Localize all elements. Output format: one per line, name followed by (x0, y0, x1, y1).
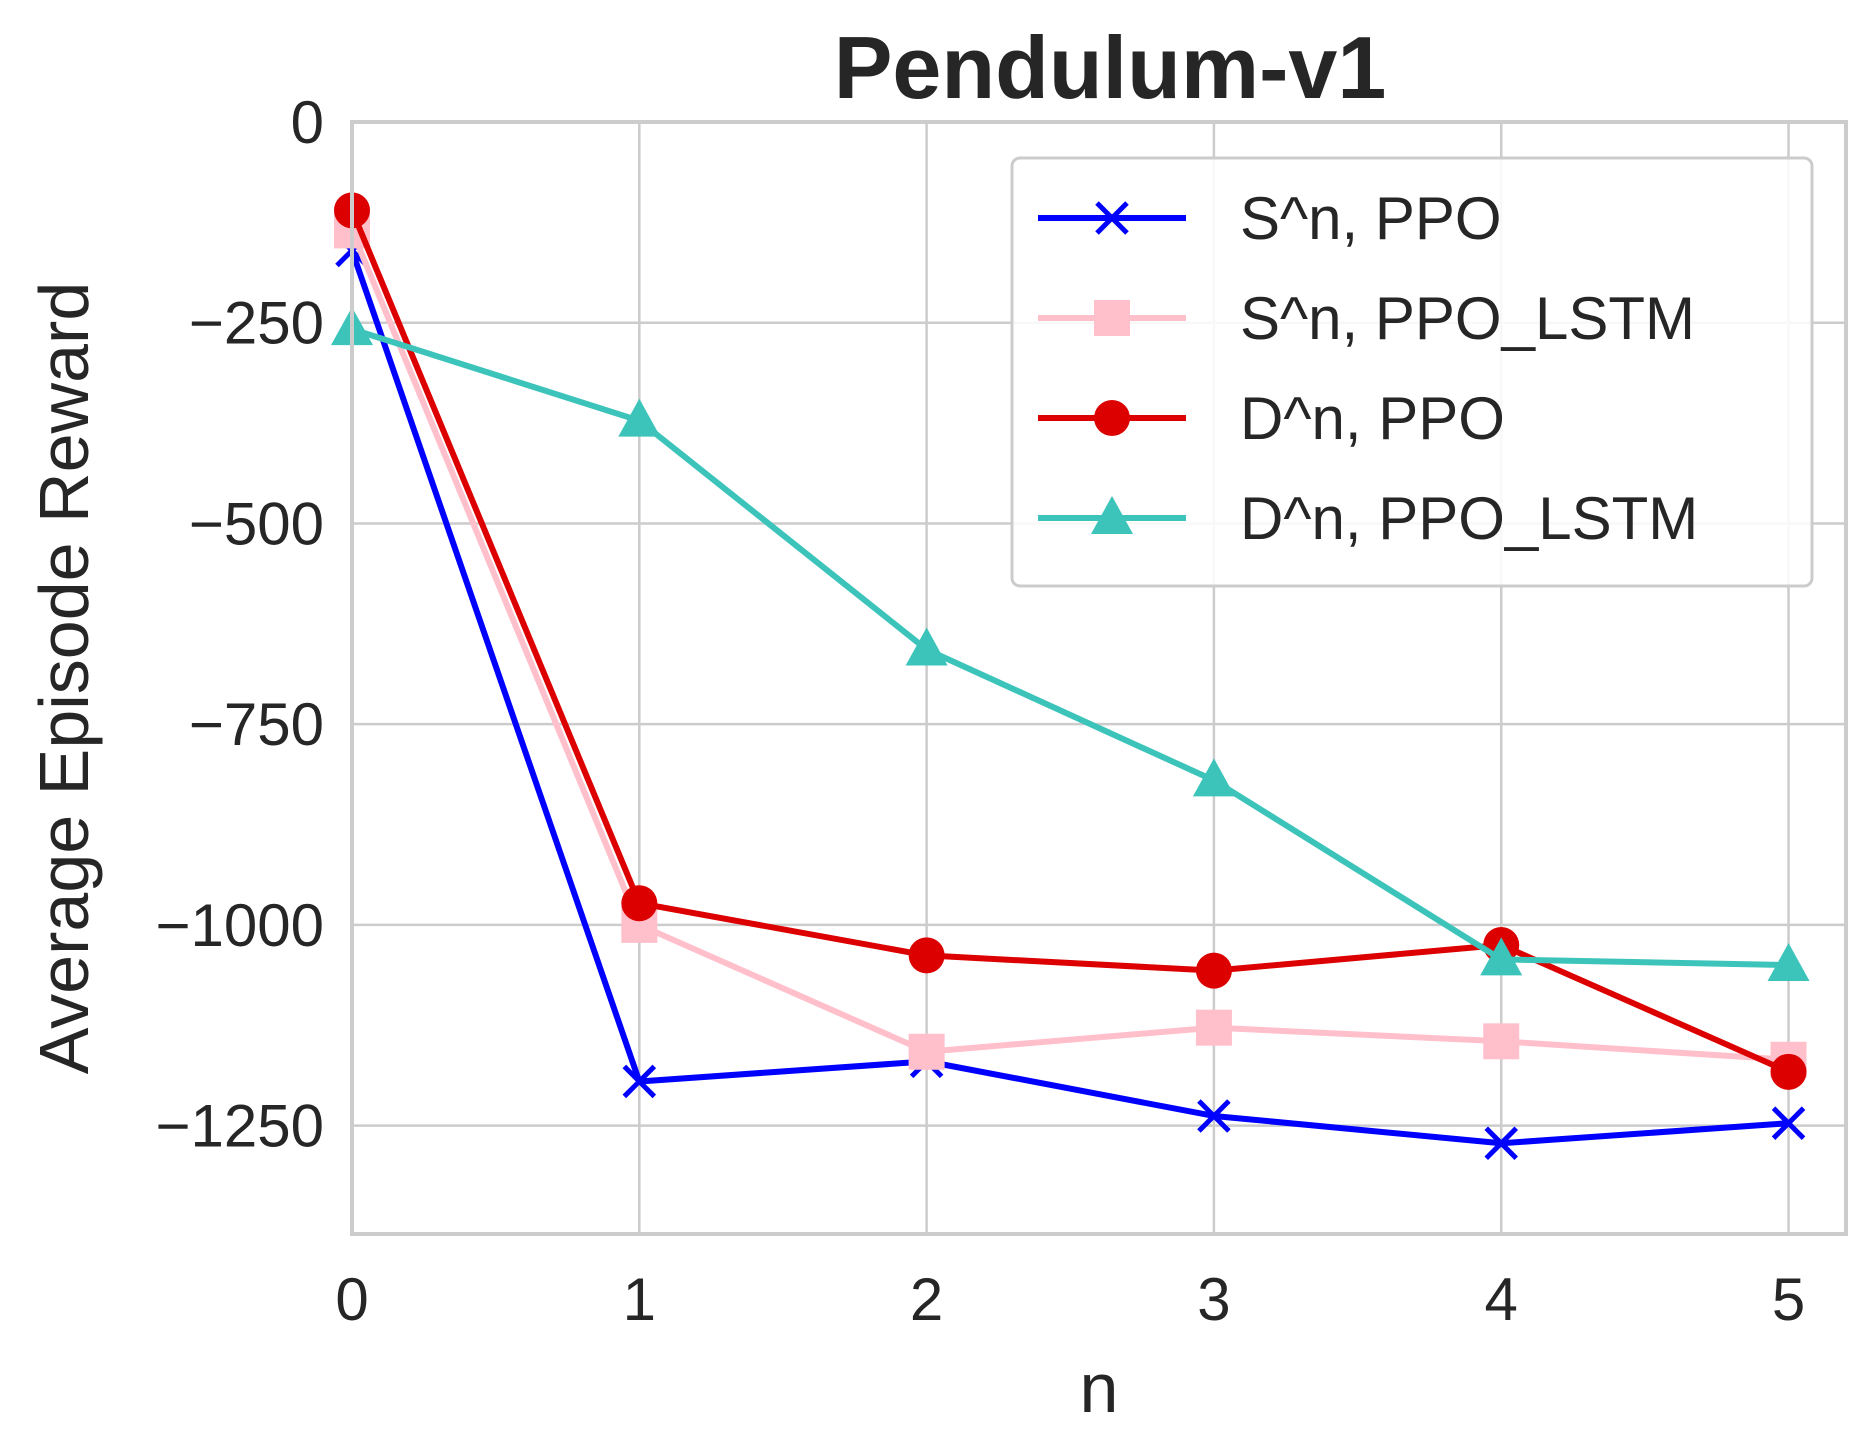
legend-box (1010, 156, 1814, 588)
series-line (349, 249, 1789, 1147)
y-tick-label: −250 (189, 290, 324, 357)
y-tick-label: −500 (189, 490, 324, 557)
x-tick-label: 2 (910, 1266, 943, 1333)
data-point (1771, 1106, 1806, 1140)
legend-marker (1094, 400, 1130, 436)
data-point (1484, 1126, 1518, 1161)
series-line (349, 209, 1790, 1075)
data-point (1192, 758, 1235, 797)
data-point (1195, 952, 1232, 989)
chart-title: Pendulum-v1 (834, 18, 1387, 117)
data-point (1483, 1023, 1520, 1060)
data-point (618, 398, 661, 437)
x-axis-label: n (1080, 1349, 1119, 1427)
grid (350, 120, 1846, 1234)
series-line (351, 326, 1789, 969)
data-point (1197, 1099, 1231, 1133)
data-point (621, 885, 658, 922)
y-tick-labels: 0 −250 −500 −750 −1000 −1250 (155, 89, 324, 1160)
data-point (905, 627, 948, 666)
legend-item-0: S^n, PPO (1038, 185, 1502, 252)
legend-item-3: D^n, PPO_LSTM (1038, 485, 1698, 552)
legend-label: S^n, PPO (1240, 185, 1502, 252)
data-point (1767, 943, 1810, 982)
marker-stroke (1484, 1126, 1518, 1161)
data-point (1480, 937, 1523, 976)
legend: S^n, PPO S^n, PPO_LSTM D^n, PPO D^n, PPO_LS… (1010, 156, 1814, 588)
marker-stroke (1197, 1099, 1231, 1133)
legend-marker (1091, 496, 1133, 534)
y-tick-label: −1250 (155, 1093, 324, 1160)
x-tick-labels: 0 1 2 3 4 5 (335, 1266, 1805, 1333)
plot-frame (350, 120, 1848, 1236)
marker-stroke (622, 1064, 657, 1099)
data-point (622, 1064, 657, 1099)
marker-stroke (1095, 201, 1129, 235)
y-tick-label: 0 (291, 89, 324, 156)
x-tick-label: 1 (623, 1266, 656, 1333)
x-tick-label: 4 (1485, 1266, 1518, 1333)
x-tick-label: 0 (335, 1266, 368, 1333)
legend-marker (1095, 201, 1129, 235)
data-point (1195, 1009, 1232, 1046)
x-tick-label: 3 (1197, 1266, 1230, 1333)
data-point (908, 1033, 945, 1070)
legend-marker (1094, 300, 1130, 336)
legend-label: S^n, PPO_LSTM (1240, 285, 1695, 352)
marker-stroke (1771, 1106, 1806, 1140)
legend-item-1: S^n, PPO_LSTM (1038, 285, 1695, 352)
series-3 (331, 307, 1810, 982)
legend-label: D^n, PPO (1240, 385, 1505, 452)
y-tick-label: −750 (189, 691, 324, 758)
legend-item-2: D^n, PPO (1038, 385, 1505, 452)
data-point (1770, 1053, 1807, 1090)
y-axis-label: Average Episode Reward (25, 282, 103, 1075)
series-layer (331, 192, 1810, 1161)
data-point (908, 937, 945, 974)
series-line (349, 229, 1789, 1063)
legend-label: D^n, PPO_LSTM (1240, 485, 1698, 552)
x-tick-label: 5 (1772, 1266, 1805, 1333)
y-tick-label: −1000 (155, 892, 324, 959)
